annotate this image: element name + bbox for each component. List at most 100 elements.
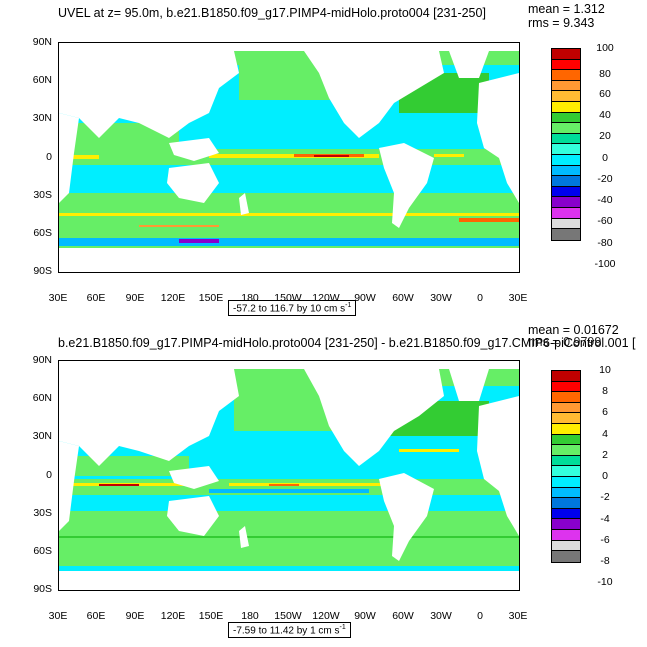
africa-land (59, 441, 79, 531)
colorbar (551, 48, 581, 241)
lat-label: 30N (32, 112, 52, 124)
westward-anomaly (209, 489, 369, 493)
colorbar-swatch (552, 498, 580, 509)
colorbar-label: 10 (599, 364, 611, 376)
lon-label: 90E (125, 292, 145, 304)
lon-label: 0 (477, 292, 483, 304)
mean-value: mean = 1.312 (528, 2, 605, 16)
contour-range-text: -7.59 to 11.42 by 1 cm s (233, 625, 340, 637)
europe-africa-land (477, 396, 519, 536)
colorbar-swatch (552, 402, 580, 414)
lon-label: 30E (48, 610, 68, 622)
lon-label: 30W (430, 610, 452, 622)
colorbar-label: 100 (596, 42, 614, 54)
asia-land (59, 369, 239, 466)
antarctica (59, 571, 519, 590)
colorbar-swatch (552, 229, 580, 240)
colorbar-swatch (552, 207, 580, 219)
colorbar-swatch (552, 165, 580, 177)
lat-label: 90N (32, 36, 52, 48)
lat-label: 60S (33, 545, 52, 557)
colorbar-label: -2 (600, 491, 610, 503)
equatorial-jet-core (99, 484, 139, 486)
southern-ocean-band (59, 511, 519, 566)
colorbar-label: -8 (600, 555, 610, 567)
colorbar-swatch (552, 133, 580, 145)
colorbar-label: 2 (602, 449, 608, 461)
colorbar-swatch (552, 144, 580, 155)
equatorial-jet (229, 483, 409, 486)
colorbar-label: 0 (602, 152, 608, 164)
colorbar-swatch (552, 59, 580, 71)
colorbar-label: 40 (599, 109, 611, 121)
lon-label: 60E (86, 610, 106, 622)
lon-label: 150E (198, 292, 224, 304)
australia-land (167, 496, 219, 536)
colorbar-swatch (552, 154, 580, 166)
europe-africa-land (477, 73, 519, 203)
contour-range-sup: -1 (339, 624, 346, 631)
lon-label: 60W (392, 292, 414, 304)
lat-label: 0 (46, 151, 52, 163)
antarctica (59, 248, 519, 272)
south-america-land (379, 143, 434, 228)
panel-uvel: UVEL at z= 95.0m, b.e21.B1850.f09_g17.PI… (0, 0, 647, 323)
lon-label: 30E (48, 292, 68, 304)
acc-jet (59, 213, 519, 216)
lat-label: 90S (33, 583, 52, 595)
lat-label: 60N (32, 392, 52, 404)
lon-label: 0 (477, 610, 483, 622)
equatorial-jet (434, 154, 464, 157)
contour-range-sup: -1 (345, 302, 352, 309)
lon-label: 120E (160, 292, 186, 304)
panel-title: UVEL at z= 95.0m, b.e21.B1850.f09_g17.PI… (58, 6, 486, 20)
mean-value: mean = 0.01672 (528, 323, 619, 337)
equatorial-jet-core (314, 155, 349, 157)
colorbar-label: -6 (600, 534, 610, 546)
colorbar-swatch (552, 540, 580, 552)
lat-label: 90N (32, 354, 52, 366)
new-zealand (239, 193, 249, 215)
colorbar-swatch (552, 371, 580, 382)
contour-range-box: -7.59 to 11.42 by 1 cm s-1 (228, 622, 351, 639)
lat-label: 90S (33, 265, 52, 277)
lon-label: 90W (354, 292, 376, 304)
equatorial-jet (59, 155, 99, 159)
map-plot (58, 360, 520, 591)
asia-land (59, 51, 239, 138)
maritime-continent (169, 138, 219, 161)
colorbar-label: -100 (594, 258, 616, 270)
equatorial-jet-core (269, 484, 299, 486)
colorbar-swatch (552, 49, 580, 60)
colorbar-label: -40 (597, 194, 613, 206)
lon-label: 120E (160, 610, 186, 622)
colorbar-label: -10 (597, 576, 613, 588)
colorbar-swatch (552, 551, 580, 562)
colorbar-swatch (552, 112, 580, 124)
rms-value: rms = 0.9799 (528, 335, 602, 349)
colorbar-swatch (552, 413, 580, 424)
westward-flow (179, 239, 219, 243)
lat-label: 30S (33, 189, 52, 201)
lat-label: 60S (33, 227, 52, 239)
lon-label: 150E (198, 610, 224, 622)
colorbar-swatch (552, 197, 580, 208)
lon-label: 90E (125, 610, 145, 622)
maritime-continent (169, 466, 219, 489)
lon-label: 150W (274, 610, 302, 622)
colorbar-label: -80 (597, 237, 613, 249)
lon-label: 180 (241, 610, 259, 622)
contour-range-text: -57.2 to 116.7 by 10 cm s (233, 303, 346, 315)
colorbar-swatch (552, 476, 580, 488)
africa-land (59, 113, 79, 203)
lat-label: 30S (33, 507, 52, 519)
colorbar-swatch (552, 218, 580, 230)
colorbar-swatch (552, 434, 580, 446)
colorbar-label: -4 (600, 513, 610, 525)
colorbar-swatch (552, 487, 580, 499)
colorbar-label: -20 (597, 173, 613, 185)
westward-flow (59, 238, 519, 246)
lon-label: 120W (312, 610, 340, 622)
south-america-land (379, 473, 434, 561)
lon-label: 30W (430, 292, 452, 304)
